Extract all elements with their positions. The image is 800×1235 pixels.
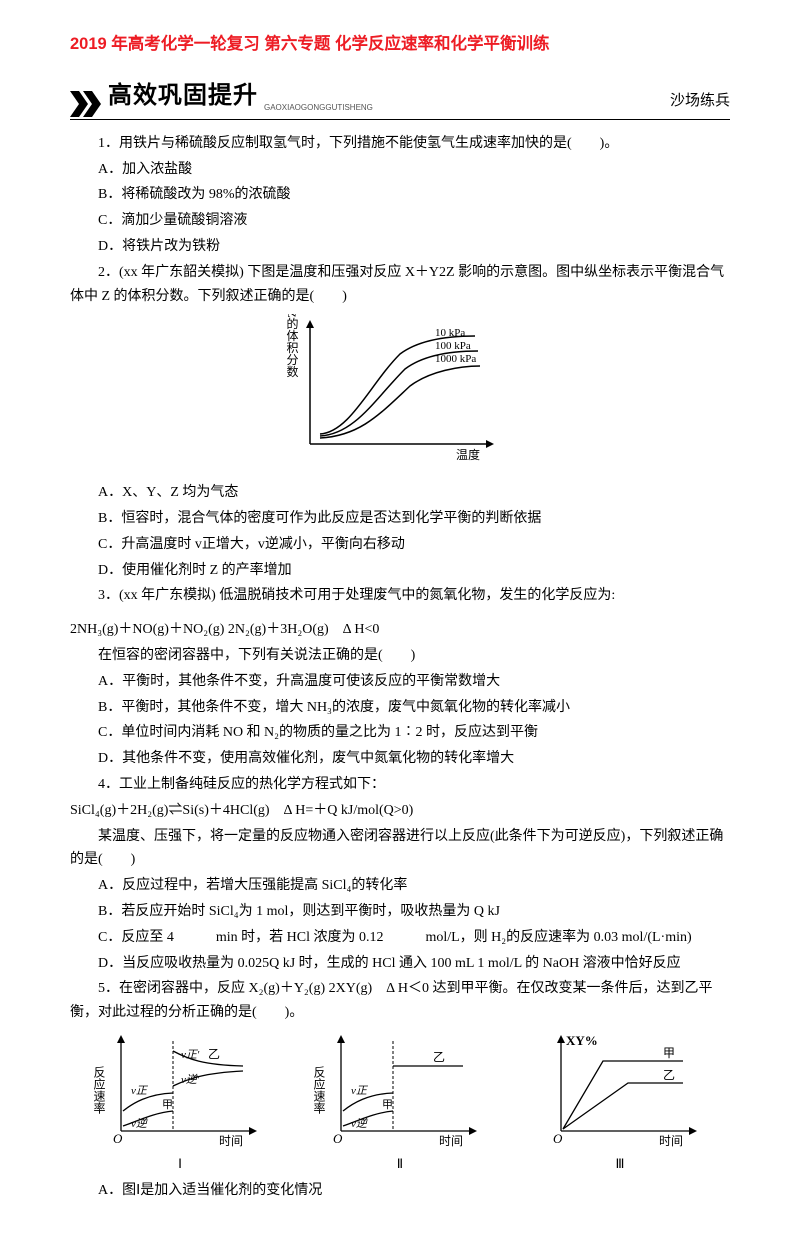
q2-b: B．恒容时，混合气体的密度可作为此反应是否达到化学平衡的判断依据 bbox=[70, 507, 730, 531]
q3-eq: 2NH₃(g)＋NO(g)＋NO₂(g) 2N₂(g)＋3H₂O(g) Δ H<… bbox=[70, 618, 730, 642]
page-title: 2019 年高考化学一轮复习 第六专题 化学反应速率和化学平衡训练 bbox=[70, 30, 730, 58]
chart-1: 反应速率 时间 O v正 v逆 甲 v正′ v逆′ 乙 Ⅰ bbox=[93, 1031, 268, 1175]
q4-a: A．反应过程中，若增大压强能提高 SiCl₄的转化率 bbox=[70, 874, 730, 898]
svg-text:乙: 乙 bbox=[663, 1068, 675, 1082]
q3-stem: 3．(xx 年广东模拟) 低温脱硝技术可用于处理废气中的氮氧化物，发生的化学反应… bbox=[70, 584, 730, 608]
svg-text:O: O bbox=[553, 1131, 563, 1146]
svg-text:乙: 乙 bbox=[433, 1050, 445, 1064]
q4-cond: 某温度、压强下，将一定量的反应物通入密闭容器进行以上反应(此条件下为可逆反应)，… bbox=[70, 825, 730, 873]
svg-text:O: O bbox=[113, 1131, 123, 1146]
svg-text:100 kPa: 100 kPa bbox=[435, 340, 471, 352]
svg-text:温度: 温度 bbox=[456, 447, 480, 462]
q5-charts: 反应速率 时间 O v正 v逆 甲 v正′ v逆′ 乙 Ⅰ 反应速率 时间 O … bbox=[70, 1031, 730, 1175]
svg-text:反应速率: 反应速率 bbox=[313, 1066, 326, 1114]
svg-text:甲: 甲 bbox=[162, 1099, 173, 1111]
chart-1-label: Ⅰ bbox=[93, 1153, 268, 1175]
svg-text:时间: 时间 bbox=[218, 1134, 242, 1148]
q1-d: D．将铁片改为铁粉 bbox=[70, 235, 730, 259]
q1-stem: 1．用铁片与稀硫酸反应制取氢气时，下列措施不能使氢气生成速率加快的是( )。 bbox=[70, 132, 730, 156]
svg-text:v逆: v逆 bbox=[131, 1117, 149, 1130]
svg-text:v逆: v逆 bbox=[351, 1117, 369, 1130]
svg-text:甲: 甲 bbox=[382, 1099, 393, 1111]
q1-c: C．滴加少量硫酸铜溶液 bbox=[70, 209, 730, 233]
q3-a: A．平衡时，其他条件不变，升高温度可使该反应的平衡常数增大 bbox=[70, 670, 730, 694]
svg-text:乙: 乙 bbox=[208, 1047, 220, 1061]
q3-c: C．单位时间内消耗 NO 和 N₂的物质的量之比为 1∶2 时，反应达到平衡 bbox=[70, 721, 730, 745]
q4-c: C．反应至 4 min 时，若 HCl 浓度为 0.12 mol/L，则 H₂的… bbox=[70, 926, 730, 950]
q1-a: A．加入浓盐酸 bbox=[70, 158, 730, 182]
q4-stem: 4．工业上制备纯硅反应的热化学方程式如下： bbox=[70, 773, 730, 797]
svg-text:10 kPa: 10 kPa bbox=[435, 327, 465, 339]
banner-pinyin: GAOXIAOGONGGUTISHENG bbox=[264, 101, 670, 115]
svg-text:1000 kPa: 1000 kPa bbox=[435, 353, 476, 365]
q3-d: D．其他条件不变，使用高效催化剂，废气中氮氧化物的转化率增大 bbox=[70, 747, 730, 771]
q4-d: D．当反应吸收热量为 0.025Q kJ 时，生成的 HCl 通入 100 mL… bbox=[70, 952, 730, 976]
q3-b: B．平衡时，其他条件不变，增大 NH₃的浓度，废气中氮氧化物的转化率减小 bbox=[70, 696, 730, 720]
chart-2: 反应速率 时间 O v正 v逆 甲 乙 Ⅱ bbox=[313, 1031, 488, 1175]
svg-text:时间: 时间 bbox=[658, 1134, 682, 1148]
chart-2-label: Ⅱ bbox=[313, 1153, 488, 1175]
svg-text:时间: 时间 bbox=[438, 1134, 462, 1148]
q1-b: B．将稀硫酸改为 98%的浓硫酸 bbox=[70, 183, 730, 207]
svg-text:v正: v正 bbox=[351, 1085, 369, 1097]
q2-d: D．使用催化剂时 Z 的产率增加 bbox=[70, 559, 730, 583]
svg-text:v正: v正 bbox=[131, 1085, 149, 1097]
banner-main: 高效巩固提升 bbox=[108, 76, 258, 117]
banner-right: 沙场练兵 bbox=[670, 89, 730, 115]
svg-text:Z的体积分数: Z的体积分数 bbox=[285, 314, 299, 378]
section-banner: 高效巩固提升 GAOXIAOGONGGUTISHENG 沙场练兵 bbox=[70, 76, 730, 120]
svg-text:XY%: XY% bbox=[566, 1033, 598, 1048]
q2-a: A．X、Y、Z 均为气态 bbox=[70, 481, 730, 505]
q5-stem: 5．在密闭容器中，反应 X₂(g)＋Y₂(g) 2XY(g) Δ H＜0 达到甲… bbox=[70, 977, 730, 1025]
chart-3-label: Ⅲ bbox=[533, 1153, 708, 1175]
q5-a: A．图Ⅰ是加入适当催化剂的变化情况 bbox=[70, 1179, 730, 1203]
q2-c: C．升高温度时 v正增大，v逆减小，平衡向右移动 bbox=[70, 533, 730, 557]
q2-stem: 2．(xx 年广东韶关模拟) 下图是温度和压强对反应 X＋Y2Z 影响的示意图。… bbox=[70, 261, 730, 309]
chevron-icon bbox=[70, 91, 104, 117]
svg-text:甲: 甲 bbox=[663, 1046, 675, 1060]
chart-3: XY% 时间 O 甲 乙 Ⅲ bbox=[533, 1031, 708, 1175]
q2-chart: Z的体积分数 温度 10 kPa 100 kPa 1000 kPa bbox=[70, 314, 730, 473]
svg-text:v逆′: v逆′ bbox=[181, 1073, 200, 1086]
q4-b: B．若反应开始时 SiCl₄为 1 mol，则达到平衡时，吸收热量为 Q kJ bbox=[70, 900, 730, 924]
q4-eq: SiCl₄(g)＋2H₂(g)⇌Si(s)＋4HCl(g) Δ H=＋Q kJ/… bbox=[70, 799, 730, 823]
svg-text:v正′: v正′ bbox=[181, 1049, 200, 1061]
svg-text:反应速率: 反应速率 bbox=[93, 1066, 106, 1114]
svg-text:O: O bbox=[333, 1131, 343, 1146]
q3-cond: 在恒容的密闭容器中，下列有关说法正确的是( ) bbox=[70, 644, 730, 668]
